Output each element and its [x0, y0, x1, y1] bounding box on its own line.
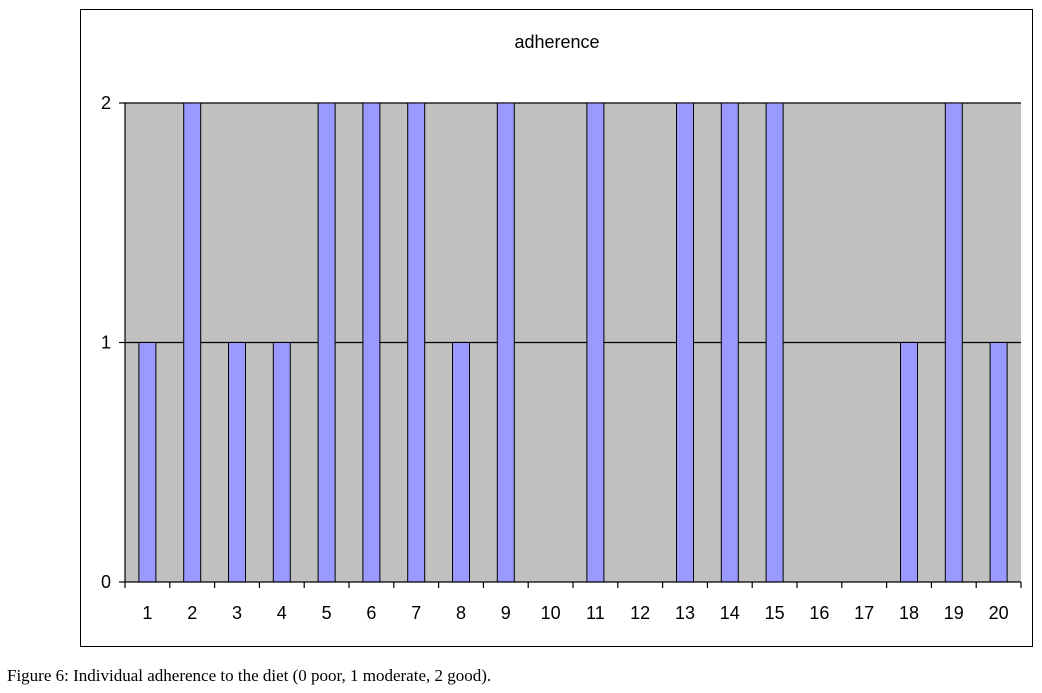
figure-caption: Figure 6: Individual adherence to the di…	[7, 666, 1037, 686]
bar-18	[900, 342, 918, 583]
bar-9	[496, 102, 515, 583]
axes	[119, 102, 1022, 588]
caption-text: Individual adherence to the diet (0 poor…	[68, 666, 492, 685]
bar-11	[586, 102, 605, 583]
x-tick-label: 11	[586, 603, 605, 623]
bar-4	[272, 342, 291, 583]
bar-1	[138, 342, 157, 583]
bar-3	[228, 342, 246, 583]
y-tick-label: 0	[101, 572, 111, 592]
x-tick-label: 16	[809, 603, 829, 623]
x-tick-label: 12	[630, 603, 650, 623]
bar-5	[317, 102, 336, 583]
bar-6	[362, 102, 381, 583]
x-tick-label: 20	[989, 603, 1009, 623]
x-tick-label: 9	[501, 603, 511, 623]
y-tick-label: 2	[101, 93, 111, 113]
y-tick-labels: 0 1 2	[101, 93, 111, 592]
bar-13	[676, 102, 694, 583]
bar-14	[720, 102, 739, 583]
x-tick-label: 17	[854, 603, 874, 623]
bar-20	[989, 342, 1008, 583]
x-tick-label: 13	[675, 603, 695, 623]
caption-label: Figure 6:	[7, 666, 69, 685]
x-tick-label: 1	[142, 603, 152, 623]
x-tick-labels: 1 2 3 4 5 6 7 8 9 10 11 12 13 14 15 16 17 18 19 20	[142, 603, 1008, 623]
x-tick-label: 5	[322, 603, 332, 623]
bar-2	[183, 102, 202, 583]
x-tick-label: 8	[456, 603, 466, 623]
x-tick-label: 18	[899, 603, 919, 623]
x-tick-label: 6	[366, 603, 376, 623]
bar-19	[944, 102, 963, 583]
bar-8	[452, 342, 470, 583]
x-tick-label: 10	[541, 603, 561, 623]
chart-title: adherence	[514, 32, 599, 52]
x-tick-label: 15	[765, 603, 785, 623]
x-tick-label: 4	[277, 603, 287, 623]
x-tick-label: 3	[232, 603, 242, 623]
x-tick-label: 2	[187, 603, 197, 623]
y-tick-label: 1	[101, 333, 111, 353]
x-tick-label: 19	[944, 603, 964, 623]
bar-7	[407, 102, 426, 583]
bar-chart: adherence 012 1 2 3 4 5 6 7 8 9 10 11 12 13 14 15 16 17 1…	[101, 32, 1022, 623]
x-tick-label: 14	[720, 603, 740, 623]
bar-15	[765, 102, 784, 583]
x-tick-label: 7	[411, 603, 421, 623]
